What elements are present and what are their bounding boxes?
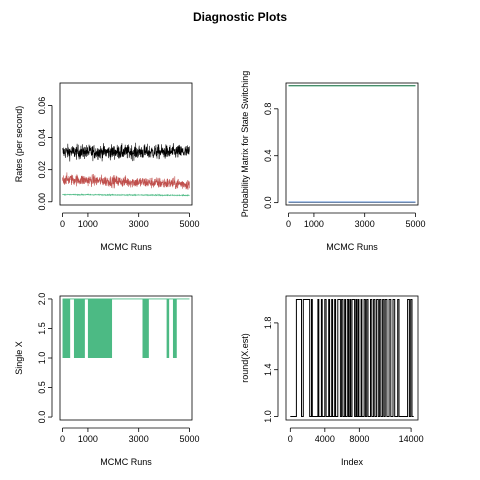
y-tick-label: 0.00 (37, 193, 47, 211)
data-layer (288, 85, 416, 203)
series-line-1 (62, 142, 190, 162)
chart-panel-3: 0 1000 3000 5000 MCMC Runs 0.0 0.5 1.0 1.5 2.0 Sin… (14, 293, 199, 467)
plot-box (59, 82, 193, 206)
switch-block-3 (87, 298, 113, 358)
plot-box (59, 295, 193, 421)
series-line-2 (62, 172, 190, 190)
main-title: Diagnostic Plots (192, 10, 287, 24)
series-line-3 (62, 193, 190, 197)
y-tick-label: 1.0 (263, 410, 273, 423)
x-tick-label: 1000 (78, 219, 98, 229)
y-axis-label: Rates (per second) (14, 106, 24, 183)
x-axis-label: MCMC Runs (100, 242, 152, 252)
data-layer (62, 142, 190, 197)
y-tick-label: 2.0 (37, 293, 47, 306)
x-tick-label: 0 (288, 434, 293, 444)
switch-block-5 (166, 298, 170, 358)
y-tick-label: 1.0 (37, 352, 47, 365)
y-axis-label: Single X (14, 341, 24, 375)
y-tick-label: 1.5 (37, 322, 47, 335)
y-tick-label: 0.4 (263, 149, 273, 162)
x-tick-label: 1000 (78, 434, 98, 444)
x-tick-label: 1000 (304, 219, 324, 229)
switch-block-4 (142, 298, 149, 358)
y-axis-label: Probability Matrix for State Switching (240, 71, 250, 218)
series-line-1 (290, 299, 414, 418)
x-tick-label: 0 (286, 219, 291, 229)
data-layer (62, 298, 190, 358)
y-tick-label: 0.5 (37, 381, 47, 394)
x-tick-label: 0 (60, 434, 65, 444)
x-tick-label: 3000 (355, 219, 375, 229)
switch-block-6 (172, 298, 177, 358)
x-tick-label: 3000 (129, 434, 149, 444)
x-tick-label: 8000 (349, 434, 369, 444)
chart-panel-1: 0 1000 3000 5000 MCMC Runs 0.00 0.02 0.04 0.06 Ra… (14, 82, 199, 252)
plot-box (285, 82, 419, 206)
x-tick-label: 0 (60, 219, 65, 229)
y-tick-label: 0.04 (37, 129, 47, 147)
x-tick-label: 3000 (129, 219, 149, 229)
y-axis-label: round(X.est) (240, 333, 250, 383)
x-tick-label: 5000 (179, 219, 199, 229)
data-layer (290, 299, 414, 418)
y-tick-label: 0.02 (37, 161, 47, 179)
switch-block-1 (62, 298, 71, 358)
y-tick-label: 1.4 (263, 363, 273, 376)
y-tick-label: 0.0 (37, 411, 47, 424)
x-axis-label: MCMC Runs (100, 457, 152, 467)
plot-box (285, 295, 419, 421)
y-tick-label: 0.06 (37, 97, 47, 115)
y-tick-label: 1.8 (263, 317, 273, 330)
chart-panel-4: 0 4000 8000 14000 Index 1.0 1.4 1.8 round(X.est) (240, 295, 424, 467)
x-tick-label: 5000 (405, 219, 425, 229)
x-axis-label: MCMC Runs (326, 242, 378, 252)
x-tick-label: 14000 (399, 434, 424, 444)
y-tick-label: 0.0 (263, 196, 273, 209)
y-tick-label: 0.8 (263, 103, 273, 116)
switch-block-2 (73, 298, 85, 358)
x-axis-label: Index (341, 457, 364, 467)
x-tick-label: 5000 (179, 434, 199, 444)
x-tick-label: 4000 (315, 434, 335, 444)
chart-panel-2: 0 1000 3000 5000 MCMC Runs 0.0 0.4 0.8 Probabili… (240, 71, 425, 252)
